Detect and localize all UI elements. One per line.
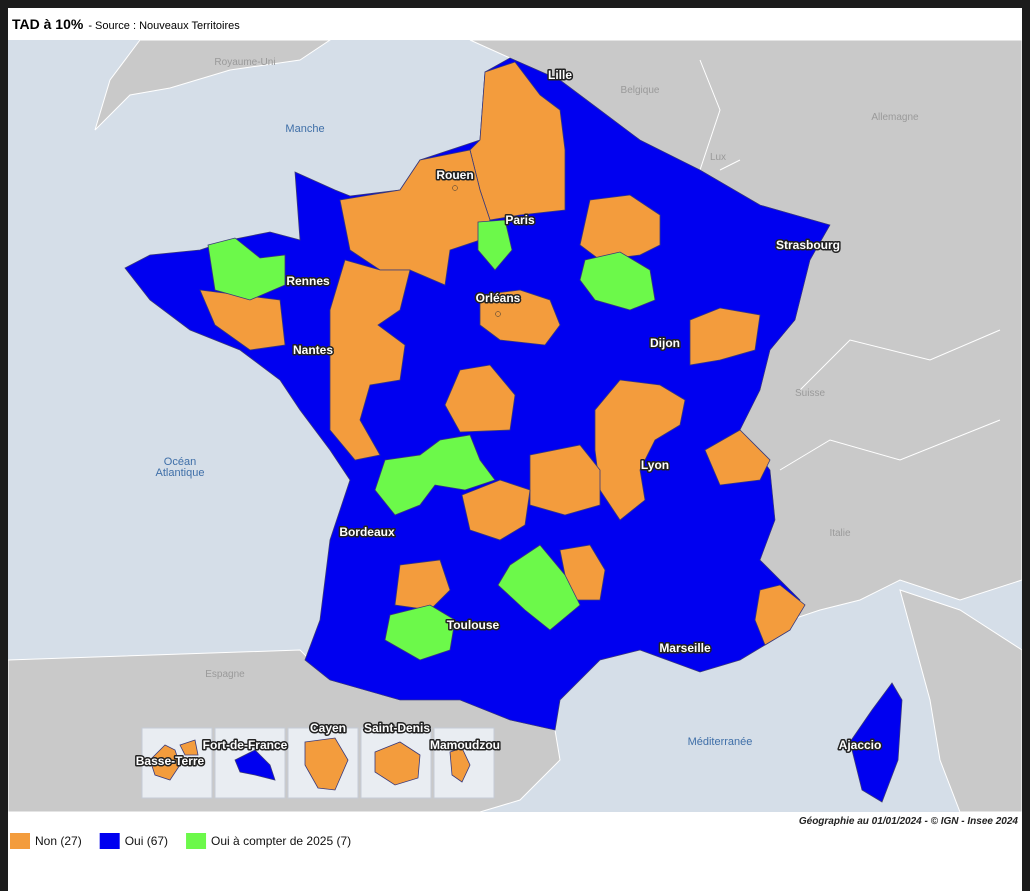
city-dots: [452, 185, 501, 317]
department: [754, 584, 806, 646]
legend-label: Oui (67): [125, 834, 168, 848]
department: [479, 289, 561, 346]
department: [689, 307, 761, 366]
source: - Source : Nouveaux Territoires: [88, 20, 240, 32]
department: [207, 237, 286, 301]
credit: Géographie au 01/01/2024 - © IGN - Insee…: [799, 816, 1019, 827]
city-label: Dijon: [650, 336, 680, 350]
country-label: Italie: [829, 528, 851, 539]
corsica: [849, 682, 903, 803]
overseas-label: Saint-Denis: [364, 721, 430, 735]
city-label: Bordeaux: [339, 525, 395, 539]
department: [579, 251, 656, 311]
country-labels: Royaume-Uni Belgique Allemagne Lux Suiss…: [205, 57, 919, 680]
sea-label: Manche: [285, 123, 324, 135]
legend-label: Oui à compter de 2025 (7): [211, 834, 351, 848]
legend-swatch: [186, 833, 207, 849]
green-departments: [207, 219, 656, 661]
department: [529, 444, 601, 516]
department: [374, 741, 421, 786]
map-figure: TAD à 10% - Source : Nouveaux Territoires: [8, 16, 1022, 849]
country-label: Royaume-Uni: [214, 57, 275, 68]
department: [234, 749, 276, 781]
city-label: Strasbourg: [776, 238, 840, 252]
department: [449, 747, 471, 783]
department: [444, 364, 516, 433]
city-label: Ajaccio: [839, 738, 882, 752]
city-label: Toulouse: [447, 618, 500, 632]
department: [304, 737, 349, 791]
legend: Non (27) Oui (67) Oui à compter de 2025 (7…: [10, 833, 351, 849]
department: [579, 194, 661, 261]
sea-label: Atlantique: [156, 467, 205, 479]
city-label: Nantes: [293, 343, 333, 357]
department: [469, 61, 566, 221]
country-label: Belgique: [621, 85, 660, 96]
department: [329, 259, 411, 461]
overseas-insets: Basse-Terre Fort-de-France Cayen Saint-D…: [134, 720, 502, 799]
sea-label: Méditerranée: [688, 736, 753, 748]
overseas-label: Cayen: [310, 721, 346, 735]
department: [374, 434, 496, 516]
title: TAD à 10%: [12, 16, 84, 32]
page: TAD à 10% - Source : Nouveaux Territoires: [8, 8, 1022, 891]
department: [704, 429, 771, 486]
department: [477, 219, 513, 271]
city-label: Rennes: [286, 274, 330, 288]
city-label: Lille: [548, 68, 572, 82]
city-label: Paris: [505, 213, 535, 227]
department: [149, 739, 199, 781]
legend-label: Non (27): [35, 834, 82, 848]
overseas-label: Mamoudzou: [430, 738, 500, 752]
country-label: Espagne: [205, 669, 245, 680]
city-label: Marseille: [659, 641, 711, 655]
sea-labels: Manche Océan Atlantique Méditerranée: [156, 123, 753, 748]
city-label: Lyon: [641, 458, 669, 472]
city-labels: Lille Rouen Paris Strasbourg Rennes Orlé…: [285, 67, 883, 754]
country-label: Suisse: [795, 388, 825, 399]
legend-swatch: [10, 833, 30, 849]
department: [497, 544, 581, 631]
overseas-label: Basse-Terre: [136, 754, 205, 768]
overseas-label: Fort-de-France: [203, 738, 288, 752]
header: TAD à 10% - Source : Nouveaux Territoires: [12, 16, 240, 32]
country-label: Allemagne: [871, 112, 919, 123]
department: [384, 604, 456, 661]
city-label: Orléans: [476, 291, 521, 305]
department: [339, 149, 491, 286]
department: [394, 559, 451, 611]
country-label: Lux: [710, 152, 726, 163]
borders: [699, 59, 1001, 471]
city-label: Rouen: [436, 168, 473, 182]
department: [461, 479, 531, 541]
non-departments: [199, 61, 806, 646]
sea-label: Océan: [164, 456, 196, 468]
legend-swatch: [99, 833, 120, 849]
